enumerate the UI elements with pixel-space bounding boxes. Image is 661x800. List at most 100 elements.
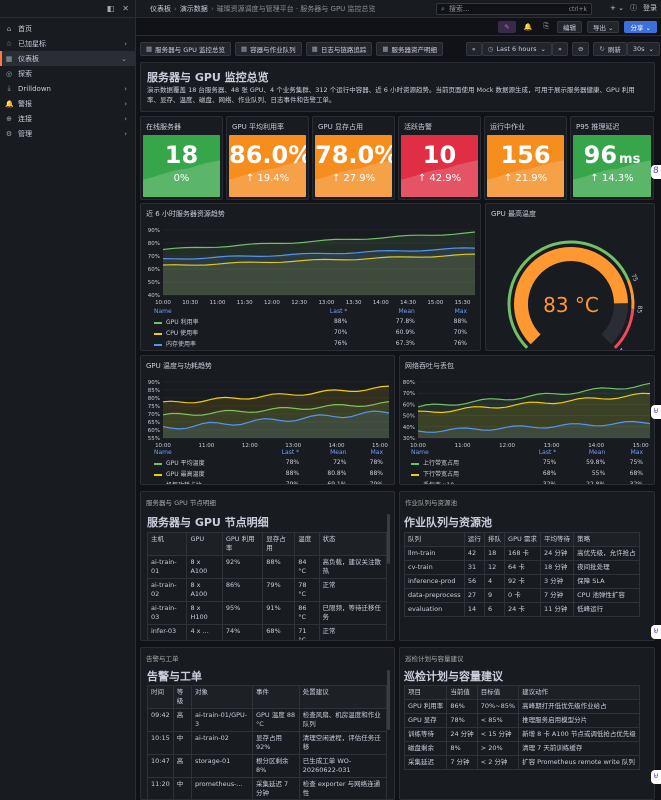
- column-header[interactable]: 主机: [147, 532, 188, 556]
- share-link-icon[interactable]: ⎘: [543, 22, 549, 30]
- column-header[interactable]: GPU: [186, 532, 223, 556]
- dashboard-link-logs[interactable]: ▦ 日志与链路追踪: [305, 42, 373, 56]
- search-input[interactable]: ⌕ 搜索... ctrl+k: [436, 3, 592, 15]
- help-icon[interactable]: ⓘ: [630, 4, 637, 12]
- table-row[interactable]: 采集延迟 7 分钟 < 2 分钟 扩容 Prometheus remote write…: [404, 755, 640, 770]
- sidebar-item-connections[interactable]: ⊕ 连接 ›: [0, 111, 135, 126]
- close-icon[interactable]: ✕: [122, 4, 129, 13]
- table-row[interactable]: ai-train-01 8 x A100 92% 88% 84 °C 高负载，建议关注散热: [147, 555, 388, 579]
- floating-widget-icon[interactable]: ⊌: [651, 770, 661, 784]
- chevron-right-icon[interactable]: ›: [124, 99, 127, 108]
- chevron-down-icon[interactable]: ⌄: [121, 54, 127, 63]
- column-header[interactable]: GPU 需求: [504, 532, 541, 547]
- share-button[interactable]: 分享 ⌄: [624, 20, 657, 33]
- legend-row[interactable]: 机柜功耗占比 79% 69.1% 79%: [151, 479, 386, 484]
- legend-row[interactable]: GPU 利用率 88% 77.8% 88%: [151, 316, 470, 327]
- column-header[interactable]: 事件: [251, 685, 300, 709]
- dashboard-link-assets[interactable]: ▦ 服务器资产明细: [376, 42, 443, 56]
- table-scroll[interactable]: 项目 当前值 目标值 建议动作 GPU 利用率 86% 70%~85% 高峰期打开低优先级作业…: [404, 685, 646, 799]
- table-row[interactable]: 10:15 中 ai-train-02 显存占用 92% 清理空闲进程，评估任务迁移: [147, 731, 388, 755]
- column-header[interactable]: 平均等待: [539, 532, 575, 547]
- refresh-interval-picker[interactable]: 30s ⌄: [626, 42, 660, 56]
- column-header[interactable]: 温度: [294, 532, 320, 556]
- table-row[interactable]: 训练等待 24 分钟 < 15 分钟 新增 8 卡 A100 节点或调低抢占优先级: [404, 727, 640, 742]
- column-header[interactable]: 状态: [318, 532, 388, 556]
- table-row[interactable]: infer-03 4 x ... 74% 68% 71 °C 正常: [147, 624, 388, 640]
- scrollbar[interactable]: [387, 514, 390, 564]
- signin-link[interactable]: 登录: [643, 4, 657, 12]
- export-button[interactable]: 导出 ⌄: [586, 20, 620, 33]
- table-cell: ai-train-02: [147, 578, 188, 602]
- table-row[interactable]: 11:20 中 prometheus-... 采集延迟 7 分钟 检查 exporter…: [147, 777, 388, 799]
- table-row[interactable]: 磁盘剩余 8% > 20% 清理 7 天前训练缓存: [404, 741, 640, 756]
- floating-widget-icon[interactable]: ⊌: [651, 625, 661, 639]
- column-header[interactable]: 策略: [573, 532, 640, 547]
- table-row[interactable]: 09:42 高 ai-train-01/GPU-3 GPU 温度 88 °C 检查风扇、…: [147, 708, 388, 732]
- table-row[interactable]: ai-train-03 8 x H100 95% 91% 86 °C 已限频，等待迁移任务: [147, 601, 388, 625]
- table-row[interactable]: 10:47 高 storage-01 根分区剩余 8% 已生成工单 WO-2026062…: [147, 754, 388, 778]
- refresh-button[interactable]: ↻ 刷新: [593, 42, 627, 56]
- series-area: [418, 383, 650, 438]
- legend-row[interactable]: 上行带宽占用 75% 59.8% 75%: [408, 457, 646, 468]
- table-row[interactable]: GPU 利用率 86% 70%~85% 高峰期打开低优先级作业给占: [404, 699, 640, 714]
- column-header[interactable]: 当前值: [446, 685, 478, 700]
- legend-row[interactable]: CPU 使用率 70% 60.9% 70%: [151, 327, 470, 338]
- time-next-button[interactable]: »: [551, 42, 568, 56]
- column-header[interactable]: 建议动作: [518, 685, 640, 700]
- floating-widget-icon[interactable]: 8: [651, 165, 661, 179]
- legend-row[interactable]: GPU 平均温度 78% 72% 78%: [151, 457, 386, 468]
- time-prev-button[interactable]: «: [465, 42, 482, 56]
- dashboard-link-containers[interactable]: ▦ 容器与作业队列: [235, 42, 302, 56]
- chevron-right-icon[interactable]: ›: [124, 84, 127, 93]
- legend-row[interactable]: GPU 最高温度 88% 80.8% 88%: [151, 468, 386, 479]
- chevron-right-icon[interactable]: ›: [124, 129, 127, 138]
- table-row[interactable]: evaluation 14 6 24 卡 11 分钟 低峰运行: [404, 602, 640, 617]
- sidebar-item-starred[interactable]: ☆ 已加星标 ›: [0, 36, 135, 51]
- refresh-label: 刷新: [607, 46, 621, 54]
- dock-menu-icon[interactable]: ◧: [106, 4, 115, 13]
- breadcrumb-item[interactable]: 演示数据: [179, 4, 208, 13]
- column-header[interactable]: 目标值: [476, 685, 520, 700]
- sidebar-item-home[interactable]: ⌂ 首页: [0, 21, 135, 36]
- legend-row[interactable]: 下行带宽占用 68% 55% 68%: [408, 468, 646, 479]
- column-header[interactable]: 运行: [463, 532, 485, 547]
- table-row[interactable]: ai-train-02 8 x A100 86% 79% 78 °C 正常: [147, 578, 388, 602]
- bell-icon[interactable]: 🔔: [523, 22, 533, 31]
- table-scroll[interactable]: 主机 GPU GPU 利用率 显存占用 温度 状态 ai-train-01 8 x A100 9…: [147, 532, 389, 640]
- edit-button[interactable]: 编辑: [556, 20, 582, 33]
- chevron-right-icon[interactable]: ›: [124, 114, 127, 123]
- sidebar-item-admin[interactable]: ⚙ 管理 ›: [0, 126, 135, 141]
- zoom-out-button[interactable]: ⊖: [571, 42, 590, 56]
- column-header[interactable]: GPU 利用率: [221, 532, 264, 556]
- sidebar-item-dashboards[interactable]: ▦ 仪表板 ⌄: [0, 51, 135, 66]
- sidebar-item-explore[interactable]: ◎ 探索: [0, 66, 135, 81]
- breadcrumb-item[interactable]: 仪表板: [150, 4, 171, 13]
- table-scroll[interactable]: 时间 等级 对象 事件 处置建议 09:42 高 ai-train-01/GPU-3 GPU 温…: [147, 685, 389, 799]
- legend-row[interactable]: 丢包率 x10 32% 22.8% 32%: [408, 479, 646, 484]
- intro-title: 服务器与 GPU 监控总览: [147, 71, 269, 84]
- scrollbar[interactable]: [387, 670, 390, 730]
- column-header[interactable]: 显存占用: [262, 532, 296, 556]
- table-row[interactable]: cv-train 31 12 64 卡 18 分钟 夜间批处理: [404, 560, 640, 575]
- dashboard-link-overview[interactable]: ▦ 服务器与 GPU 监控总览: [140, 42, 232, 56]
- sidebar-item-drilldown[interactable]: ⤓ Drilldown ›: [0, 81, 135, 96]
- mark-icon-button[interactable]: ✎: [498, 20, 516, 33]
- floating-widget-icon[interactable]: ⊌: [651, 405, 661, 419]
- time-range-picker[interactable]: ◷ Last 6 hours ⌄: [481, 42, 552, 56]
- column-header[interactable]: 项目: [404, 685, 448, 700]
- legend-row[interactable]: 内存使用率 76% 67.3% 76%: [151, 338, 470, 349]
- column-header[interactable]: 队列: [404, 532, 465, 547]
- column-header[interactable]: 排队: [483, 532, 506, 547]
- column-header[interactable]: 处置建议: [298, 685, 388, 709]
- sidebar-item-alerting[interactable]: 🔔 警报 ›: [0, 96, 135, 111]
- column-header[interactable]: 时间: [147, 685, 174, 709]
- column-header[interactable]: 等级: [172, 685, 193, 709]
- table-scroll[interactable]: 队列 运行 排队 GPU 需求 平均等待 策略 llm-train 42 18 168 卡 24 分…: [404, 532, 646, 640]
- table-row[interactable]: GPU 显存 78% < 85% 推理服务启用模型分片: [404, 713, 640, 728]
- column-header[interactable]: 对象: [191, 685, 253, 709]
- chevron-right-icon[interactable]: ›: [124, 39, 127, 48]
- plus-icon[interactable]: + ⌄: [610, 4, 624, 12]
- table-row[interactable]: llm-train 42 18 168 卡 24 分钟 高优先级，允许抢占: [404, 546, 640, 561]
